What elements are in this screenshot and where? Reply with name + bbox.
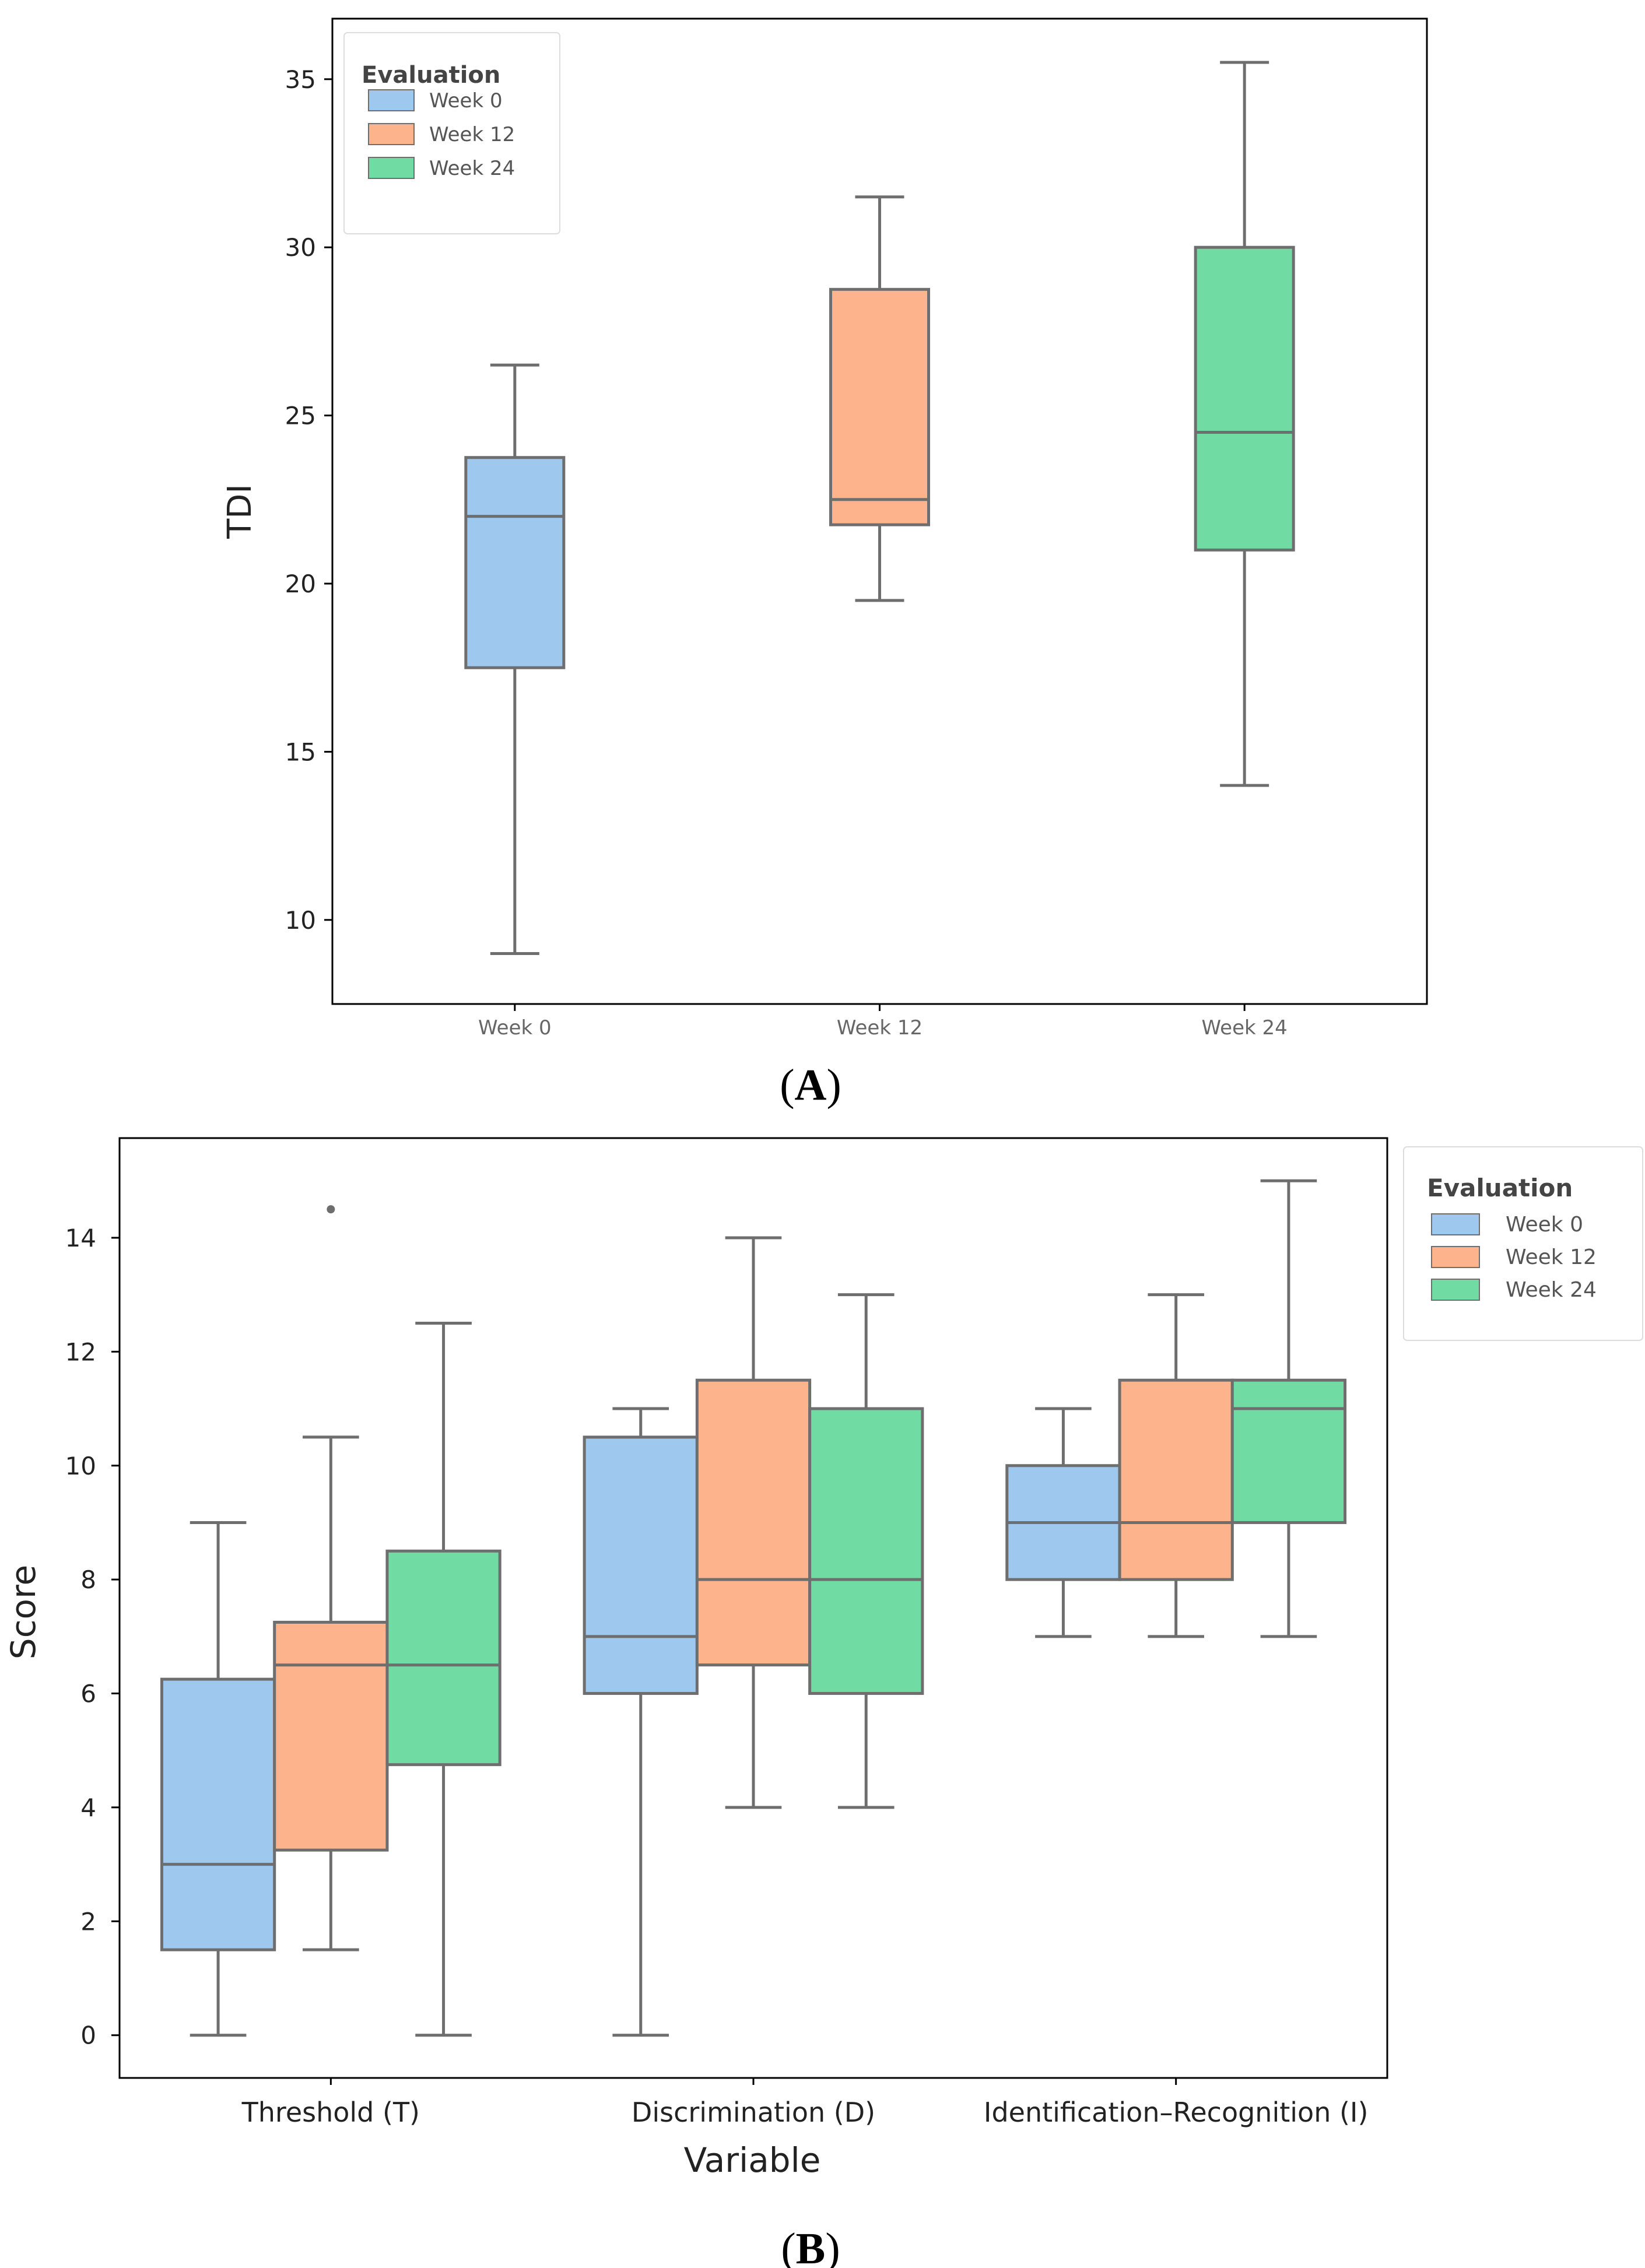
panel-b-y-tick-label-12: 12 [65,1337,96,1366]
panel-b-box-discrimination-d-week-12-box [695,1378,812,1667]
panel-a-y-tick-label-30: 30 [285,233,316,262]
panel-a-legend-swatch-week-24 [368,157,415,179]
panel-b-legend: Evaluation Week 0 Week 12 Week 24 [1403,1146,1643,1341]
panel-a-legend-title: Evaluation [362,62,500,89]
panel-b-x-tick-label-threshold-t: Threshold (T) [241,2097,420,2128]
panel-a-box-week-12-box [829,287,930,526]
panel-b-legend-title: Evaluation [1427,1174,1573,1202]
panel-b-box-threshold-t-week-24-box [385,1549,501,1767]
panel-b-y-tick-label-4: 4 [80,1793,96,1822]
panel-b-label: B [796,2224,826,2268]
panel-b-x-tick-label-discrimination-d: Discrimination (D) [632,2097,875,2128]
panel-b-legend-swatch-week-12 [1431,1246,1480,1268]
panel-a-y-axis-ticks: 10 15 20 25 30 35 [285,65,332,935]
panel-a-y-tick-label-35: 35 [285,65,316,94]
panel-a-legend-swatch-week-12 [368,123,415,145]
panel-a-x-tick-label-week-0: Week 0 [478,1016,552,1040]
panel-b-y-tick-label-10: 10 [65,1452,96,1480]
panel-b-legend-entries: Week 0 Week 12 Week 24 [1431,1213,1597,1302]
panel-a-y-tick-label-10: 10 [285,906,316,935]
panel-a-legend: Evaluation Week 0 Week 12 Week 24 [343,32,560,234]
panel-b-box-threshold-t-week-12-outlier-0 [327,1205,335,1214]
panel-a-legend-label-week-0: Week 0 [429,89,503,113]
panel-a-boxes [464,61,1295,955]
panel-b-legend-swatch-week-24 [1431,1279,1480,1301]
panel-b-y-tick-label-0: 0 [80,2021,96,2050]
panel-b-legend-swatch-week-0 [1431,1213,1480,1235]
panel-a-y-tick-label-20: 20 [285,570,316,598]
panel-b-y-axis-label: Score [3,1565,43,1659]
panel-a-y-axis-label: TDI [221,484,259,539]
panel-a-label: A [795,1061,827,1110]
panel-b-y-tick-label-2: 2 [80,1907,96,1936]
panel-b-x-tick-label-identification-recognition-i: Identification–Recognition (I) [984,2097,1369,2128]
panel-b-box-discrimination-d-week-24-box [808,1407,924,1695]
panel-a-caption: (A) [780,1061,841,1110]
panel-a-legend-frame [343,32,560,234]
panel-a-x-tick-label-week-24: Week 24 [1202,1016,1288,1040]
panel-a-legend-label-week-12: Week 12 [429,123,515,146]
panel-b-box-discrimination-d-week-0-box [583,1435,699,1695]
panel-a-x-tick-label-week-12: Week 12 [837,1016,923,1040]
panel-b-x-axis-ticks: Threshold (T) Discrimination (D) Identific… [241,2078,1369,2128]
panel-a-box-week-0-box [464,456,566,669]
panel-b-y-axis-ticks: 0 2 4 6 8 10 12 14 [65,1224,120,2050]
panel-a-y-tick-label-15: 15 [285,738,316,766]
panel-a-legend-entries: Week 0 Week 12 Week 24 [368,89,515,180]
panel-b-x-axis-label: Variable [684,2140,821,2180]
panel-b-y-tick-label-8: 8 [80,1565,96,1594]
panel-a-legend-swatch-week-0 [368,89,415,111]
panel-b-box-threshold-t-week-0-box [160,1677,276,1951]
panel-b-y-tick-label-14: 14 [65,1224,96,1252]
panel-b-boxes [160,1179,1347,2037]
panel-b-legend-label-week-0: Week 0 [1506,1213,1583,1237]
panel-a: 10 15 20 25 30 35 Week 0 Week 12 Week 24 TDI Ev… [221,17,1428,1110]
panel-a-legend-label-week-24: Week 24 [429,157,515,180]
panel-b-legend-label-week-12: Week 12 [1506,1245,1597,1269]
panel-b-box-identification-recognition-i-week-12-box [1118,1378,1234,1581]
panel-b-legend-label-week-24: Week 24 [1506,1278,1597,1302]
panel-b: 0 2 4 6 8 10 12 14 Threshold (T) Discrimination … [3,1137,1643,2268]
panel-a-box-week-24-box [1194,245,1295,552]
panel-a-y-tick-label-25: 25 [285,402,316,430]
panel-b-caption: (B) [781,2224,840,2268]
panel-b-y-tick-label-6: 6 [80,1680,96,1708]
panel-a-x-axis-ticks: Week 0 Week 12 Week 24 [478,1004,1288,1040]
panel-b-box-identification-recognition-i-week-24-box [1230,1378,1347,1524]
panel-b-box-threshold-t-week-12-box [273,1620,389,1852]
